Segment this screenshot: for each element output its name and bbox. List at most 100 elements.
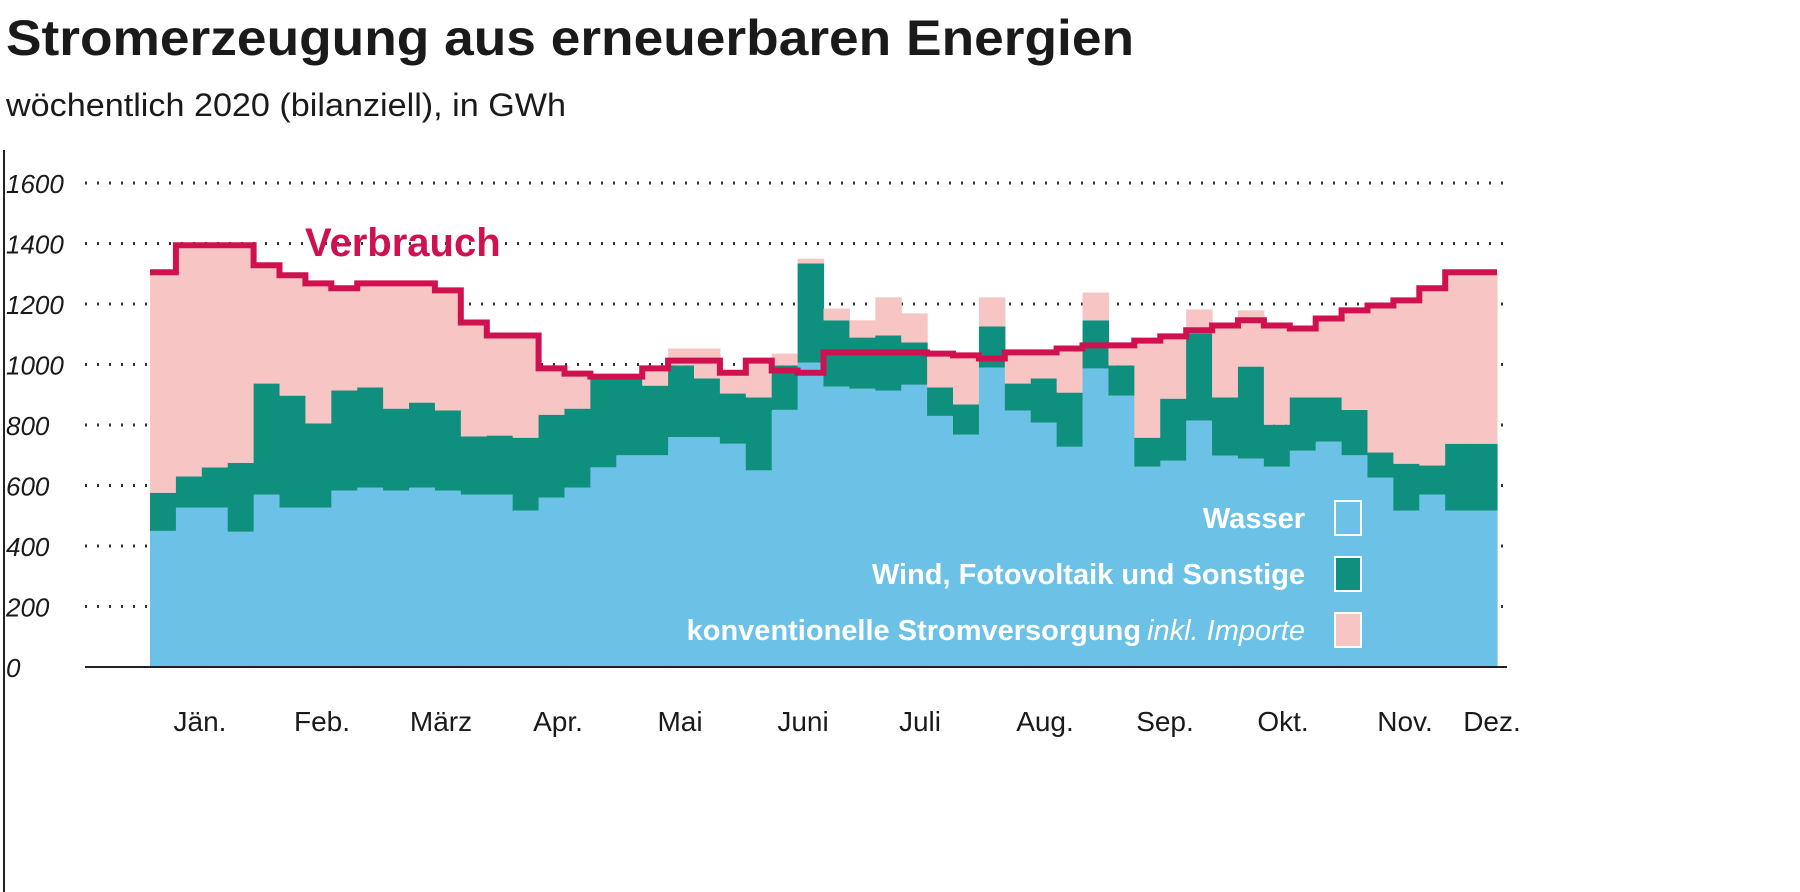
bar-wasser-week-30 bbox=[901, 384, 928, 667]
chart-subtitle: wöchentlich 2020 (bilanziell), in GWh bbox=[5, 87, 566, 123]
bar-wasser-week-49 bbox=[1393, 510, 1420, 667]
bar-wasser-week-17 bbox=[564, 487, 591, 667]
y-tick-label: 800 bbox=[6, 411, 50, 441]
bar-konventionell-week-23 bbox=[719, 372, 747, 394]
bar-wind-week-11 bbox=[409, 402, 436, 488]
bar-wasser-week-25 bbox=[771, 409, 799, 668]
bar-wasser-week-19 bbox=[616, 455, 643, 667]
bar-wind-week-40 bbox=[1160, 398, 1187, 461]
legend-label-konventionell-main: konventionelle Stromversorgung bbox=[687, 615, 1141, 647]
bar-konventionell-week-9 bbox=[357, 283, 384, 388]
y-tick-label: 1200 bbox=[6, 290, 64, 320]
bar-wasser-week-18 bbox=[590, 467, 617, 667]
bar-konventionell-week-34 bbox=[1004, 352, 1032, 384]
bar-wind-week-9 bbox=[357, 387, 384, 488]
bar-wasser-week-3 bbox=[201, 507, 229, 667]
bar-wasser-week-20 bbox=[642, 455, 669, 667]
bar-konventionell-week-42 bbox=[1212, 325, 1239, 398]
bar-wind-week-31 bbox=[927, 387, 954, 416]
bar-wind-week-23 bbox=[719, 393, 747, 444]
bar-wasser-week-1 bbox=[150, 530, 177, 668]
bar-wind-week-12 bbox=[434, 410, 462, 491]
bar-konventionell-week-51 bbox=[1445, 272, 1472, 444]
bar-wind-week-52 bbox=[1471, 443, 1498, 511]
bars bbox=[150, 245, 1498, 668]
bar-wind-week-34 bbox=[1004, 383, 1032, 411]
verbrauch-label: Verbrauch bbox=[305, 221, 501, 265]
bar-wind-week-36 bbox=[1056, 392, 1084, 447]
bar-konventionell-week-17 bbox=[564, 373, 591, 409]
legend-swatch-konventionell bbox=[1334, 612, 1362, 648]
bar-wind-week-22 bbox=[693, 378, 721, 438]
bar-wasser-week-51 bbox=[1445, 510, 1472, 667]
bar-konventionell-week-48 bbox=[1367, 305, 1394, 453]
bar-wasser-week-8 bbox=[331, 490, 358, 667]
legend-swatch-wind bbox=[1334, 556, 1362, 592]
bar-konventionell-week-49 bbox=[1393, 300, 1420, 464]
bar-wind-week-17 bbox=[564, 408, 591, 488]
bar-wind-week-38 bbox=[1108, 365, 1135, 396]
bar-wind-week-35 bbox=[1030, 378, 1058, 423]
legend: Wasser Wind, Fotovoltaik und Sonstige ko… bbox=[687, 500, 1362, 648]
bar-konventionell-week-44 bbox=[1263, 325, 1291, 425]
bar-wasser-week-23 bbox=[719, 443, 747, 667]
y-axis: 0 200 400 600 800 1000 1200 1400 1600 bbox=[5, 169, 64, 683]
legend-swatch-wasser bbox=[1334, 500, 1362, 536]
bar-konventionell-week-38 bbox=[1108, 345, 1135, 366]
bar-konventionell-week-52 bbox=[1471, 272, 1498, 444]
bar-wasser-week-7 bbox=[305, 507, 332, 667]
bar-wasser-week-14 bbox=[486, 494, 514, 667]
bar-wind-week-48 bbox=[1367, 452, 1394, 478]
bar-wasser-week-21 bbox=[668, 437, 695, 667]
bar-wasser-week-42 bbox=[1212, 455, 1239, 667]
bar-wasser-week-34 bbox=[1004, 410, 1032, 667]
month-label: Jän. bbox=[174, 706, 227, 737]
bar-wasser-week-36 bbox=[1056, 446, 1084, 667]
bar-wasser-week-41 bbox=[1186, 420, 1213, 667]
bar-wind-week-46 bbox=[1315, 397, 1343, 442]
bar-wind-week-6 bbox=[279, 395, 307, 508]
bar-wind-week-45 bbox=[1289, 397, 1317, 451]
month-label: Okt. bbox=[1257, 706, 1308, 737]
bar-wind-week-42 bbox=[1212, 397, 1239, 456]
bar-konventionell-week-39 bbox=[1134, 340, 1161, 438]
bar-wasser-week-5 bbox=[253, 494, 281, 667]
bar-wind-week-18 bbox=[590, 378, 617, 468]
bar-wind-week-28 bbox=[849, 337, 876, 389]
bar-wind-week-32 bbox=[953, 404, 980, 435]
month-label: Sep. bbox=[1136, 706, 1194, 737]
bar-konventionell-week-25 bbox=[771, 353, 799, 366]
legend-label-wind: Wind, Fotovoltaik und Sonstige bbox=[872, 559, 1305, 591]
bar-konventionell-week-47 bbox=[1341, 310, 1369, 410]
y-tick-label: 600 bbox=[6, 472, 50, 502]
bar-wind-week-39 bbox=[1134, 437, 1161, 467]
bar-konventionell-week-3 bbox=[201, 245, 229, 468]
bar-konventionell-week-31 bbox=[927, 353, 954, 388]
month-label: Juli bbox=[899, 706, 941, 737]
bar-konventionell-week-50 bbox=[1419, 288, 1446, 466]
bar-wasser-week-39 bbox=[1134, 466, 1161, 667]
bar-wasser-week-22 bbox=[693, 437, 721, 667]
bar-wasser-week-11 bbox=[409, 487, 436, 667]
bar-konventionell-week-13 bbox=[460, 322, 488, 437]
bar-wasser-week-44 bbox=[1263, 466, 1291, 667]
bar-wasser-week-40 bbox=[1160, 460, 1187, 667]
bar-wasser-week-24 bbox=[745, 470, 773, 668]
bar-wind-week-8 bbox=[331, 390, 358, 491]
bar-wasser-week-15 bbox=[512, 510, 540, 667]
bar-wasser-week-52 bbox=[1471, 510, 1498, 667]
month-label: Feb. bbox=[294, 706, 350, 737]
bar-wind-week-4 bbox=[227, 462, 255, 532]
chart-title: Stromerzeugung aus erneuerbaren Energien bbox=[6, 10, 1134, 66]
bar-konventionell-week-12 bbox=[434, 290, 462, 411]
bar-wasser-week-31 bbox=[927, 415, 954, 667]
bar-wasser-week-9 bbox=[357, 487, 384, 667]
y-tick-label: 1600 bbox=[6, 169, 64, 199]
y-tick-label: 1000 bbox=[6, 351, 64, 381]
month-label: Mai bbox=[657, 706, 702, 737]
y-tick-label: 0 bbox=[6, 653, 21, 683]
month-label: Juni bbox=[777, 706, 828, 737]
bar-konventionell-week-2 bbox=[175, 245, 203, 477]
bar-wind-week-15 bbox=[512, 437, 540, 511]
bar-konventionell-week-26 bbox=[797, 258, 825, 264]
